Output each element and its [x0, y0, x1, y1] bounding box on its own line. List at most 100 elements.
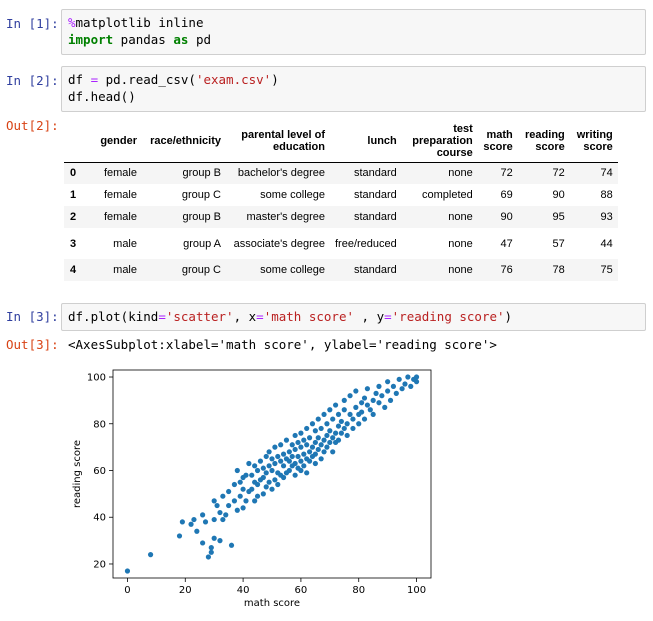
table-cell: group A — [183, 237, 221, 250]
scatter-point — [202, 519, 209, 525]
row-index: 3 — [70, 237, 77, 250]
scatter-point — [249, 472, 255, 478]
scatter-point — [324, 432, 330, 439]
x-tick-label: 80 — [352, 585, 365, 596]
table-cell: some college — [260, 264, 325, 276]
table-cell: none — [448, 167, 473, 180]
scatter-point — [275, 481, 281, 488]
cell-2: In [2]: df = pd.read_csv('exam.csv') df.… — [0, 60, 653, 300]
scatter-point — [217, 509, 223, 516]
scatter-point — [376, 400, 382, 406]
table-cell: 78 — [552, 264, 565, 276]
scatter-point — [240, 486, 246, 492]
table-cell: female — [103, 211, 137, 223]
scatter-point — [341, 425, 347, 432]
y-axis-ticks: 20 40 60 80 100 — [87, 373, 113, 570]
scatter-point — [280, 474, 287, 481]
scatter-point — [214, 502, 220, 509]
scatter-point — [266, 449, 272, 455]
scatter-point — [361, 416, 368, 422]
y-tick-label: 20 — [93, 559, 106, 570]
scatter-point — [275, 453, 281, 460]
code-editor[interactable]: df.plot(kind='scatter', x='math score' ,… — [61, 303, 646, 331]
keyword: import — [68, 32, 114, 47]
scatter-point — [344, 432, 350, 439]
scatter-point — [254, 467, 261, 474]
scatter-point — [312, 428, 318, 434]
scatter-point — [350, 416, 356, 422]
scatter-point — [260, 474, 266, 481]
y-tick-label: 100 — [87, 373, 106, 384]
scatter-point — [234, 467, 240, 474]
table-cell: 93 — [600, 211, 613, 223]
scatter-point — [364, 386, 370, 392]
scatter-point — [321, 411, 327, 418]
scatter-point — [304, 425, 310, 432]
code-editor[interactable]: df = pd.read_csv('exam.csv') df.head() — [61, 66, 646, 112]
scatter-point — [367, 407, 373, 413]
scatter-point — [327, 407, 333, 413]
scatter-point — [385, 379, 391, 385]
scatter-point — [278, 458, 284, 464]
x-tick-label: 100 — [407, 585, 426, 596]
code-line: %matplotlib inline — [68, 15, 203, 30]
scatter-point — [344, 421, 350, 427]
code-text: , y — [354, 309, 385, 324]
scatter-point — [341, 407, 347, 413]
scatter-point — [361, 395, 368, 401]
scatter-point — [292, 446, 298, 453]
table-cell: 88 — [600, 189, 613, 201]
table-cell: free/reduced — [335, 237, 397, 250]
scatter-point — [379, 393, 385, 399]
row-index: 0 — [70, 167, 77, 180]
scatter-point — [324, 444, 330, 450]
dataframe-output: gender race/ethnicity parental level of … — [0, 120, 653, 290]
code-text: pd — [188, 32, 212, 47]
scatter-point — [188, 521, 194, 527]
output-prompt: Out[2]: — [6, 118, 59, 133]
scatter-point — [321, 449, 327, 455]
operator: = — [256, 309, 264, 324]
scatter-point — [405, 374, 411, 380]
scatter-point — [385, 388, 391, 394]
scatter-point — [266, 463, 272, 469]
scatter-point — [243, 498, 249, 504]
table-cell: none — [448, 211, 473, 223]
scatter-point — [301, 463, 307, 469]
scatter-point — [208, 549, 214, 555]
output-text: <AxesSubplot:xlabel='math score', ylabel… — [68, 337, 497, 352]
row-index: 1 — [70, 189, 77, 201]
operator: = — [384, 309, 392, 324]
scatter-point — [318, 442, 324, 448]
scatter-point — [254, 481, 261, 488]
code-text: matplotlib inline — [75, 15, 204, 30]
code-editor[interactable]: %matplotlib inline import pandas as pd — [61, 9, 646, 55]
string-literal: 'exam.csv' — [195, 72, 272, 87]
output-prompt: Out[3]: — [6, 337, 59, 352]
scatter-point — [330, 435, 336, 441]
code-text: pd.read_csv( — [98, 72, 196, 87]
scatter-point — [278, 442, 284, 448]
scatter-point — [205, 554, 211, 560]
scatter-point — [286, 458, 292, 464]
scatter-point — [318, 425, 324, 432]
cell-1: In [1]: %matplotlib inline import pandas… — [0, 0, 653, 60]
operator: = — [90, 72, 99, 87]
string-literal: 'scatter' — [165, 309, 234, 324]
table-cell: group C — [181, 189, 221, 201]
column-header: parental level of education — [226, 120, 330, 163]
y-axis-label: reading score — [72, 440, 83, 508]
scatter-point — [330, 449, 336, 455]
code-line: df.head() — [68, 89, 136, 104]
scatter-point — [387, 397, 394, 403]
scatter-point — [249, 486, 255, 492]
scatter-point — [286, 449, 292, 455]
y-tick-label: 80 — [93, 419, 106, 430]
table-cell: 69 — [500, 189, 513, 201]
scatter-point — [312, 439, 318, 446]
table-cell: standard — [353, 211, 397, 223]
scatter-point — [370, 397, 376, 403]
scatter-point — [295, 439, 301, 446]
table-cell: associate's degree — [233, 237, 325, 250]
scatter-point — [260, 465, 266, 471]
